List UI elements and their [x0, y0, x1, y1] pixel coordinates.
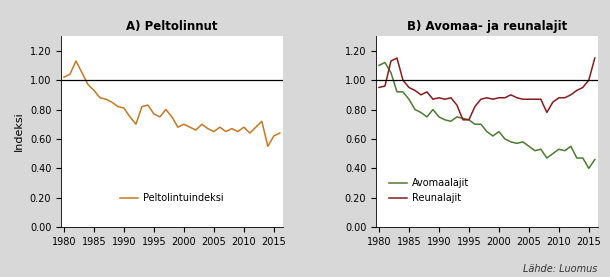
Y-axis label: Indeksi: Indeksi: [14, 112, 24, 152]
Title: B) Avomaa- ja reunalajit: B) Avomaa- ja reunalajit: [407, 20, 567, 34]
Title: A) Peltolinnut: A) Peltolinnut: [126, 20, 218, 34]
Text: Lähde: Luomus: Lähde: Luomus: [523, 264, 598, 274]
Legend: Avomaalajit, Reunalajit: Avomaalajit, Reunalajit: [386, 174, 473, 207]
Legend: Peltolintuindeksi: Peltolintuindeksi: [117, 189, 228, 207]
